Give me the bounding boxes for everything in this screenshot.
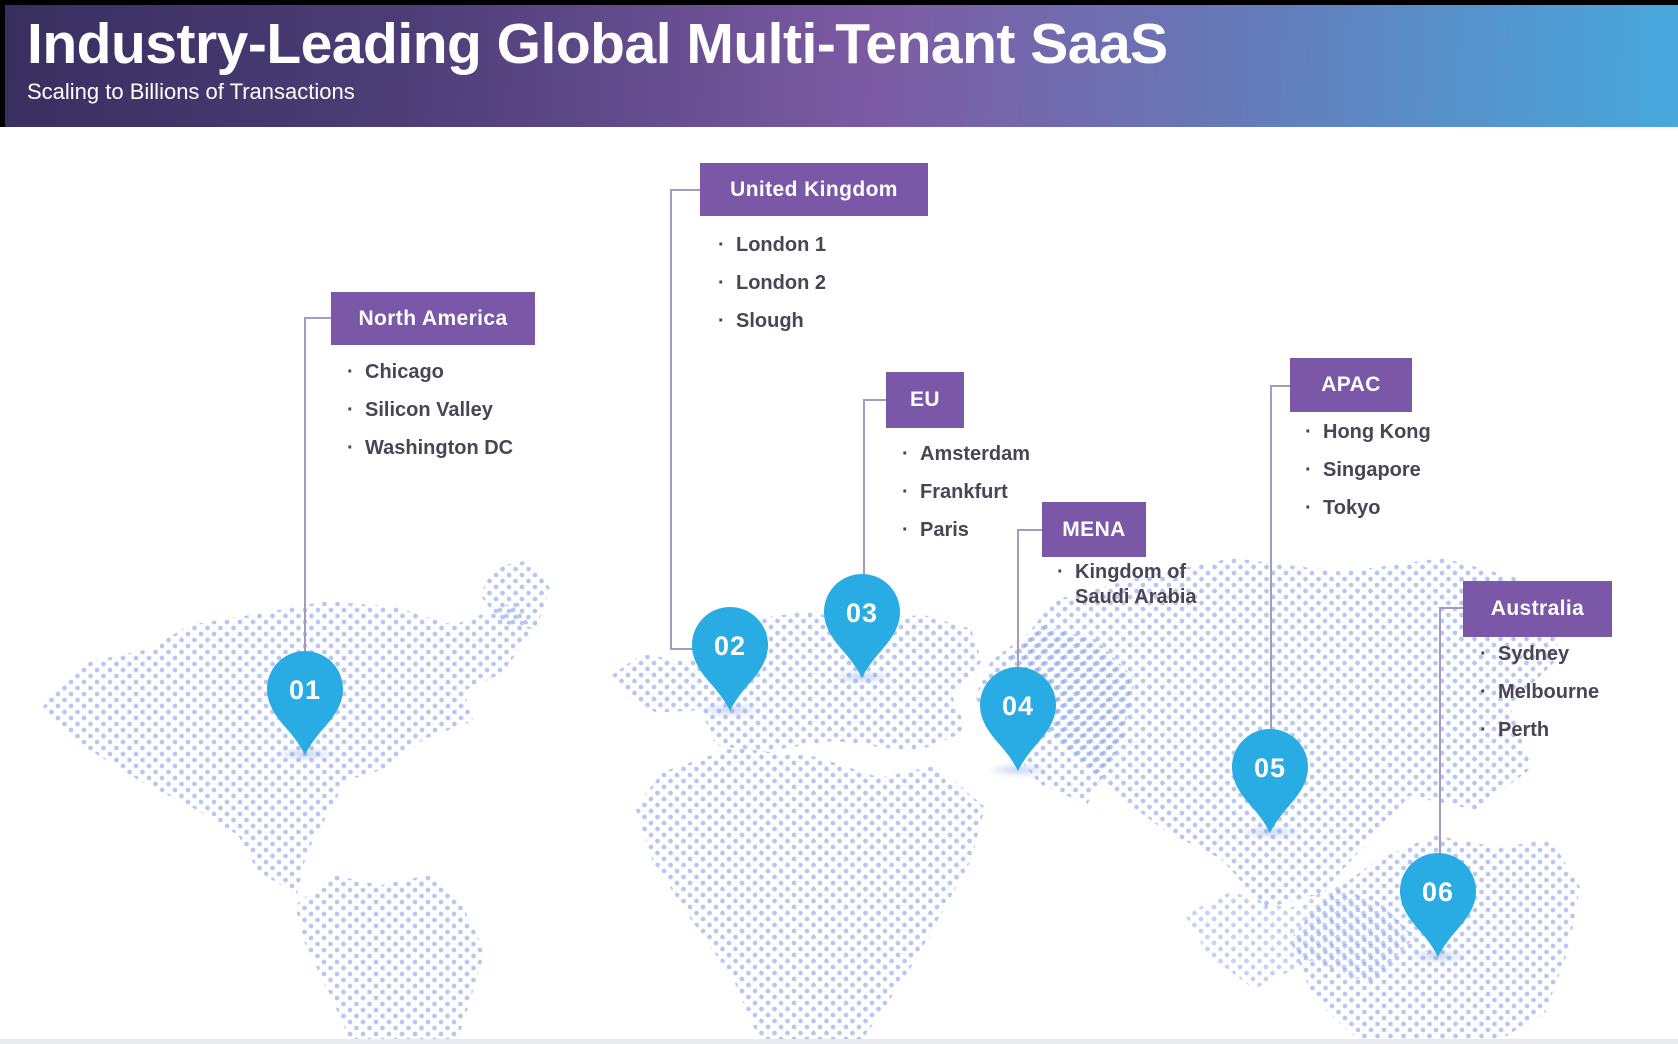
- location-pin-icon: 01: [265, 649, 345, 757]
- region-label-australia: Australia: [1463, 581, 1612, 637]
- connector-line: [1270, 385, 1272, 735]
- city-item: Hong Kong: [1305, 420, 1431, 445]
- connector-line: [1017, 529, 1044, 531]
- region-label-north-america: North America: [331, 292, 535, 345]
- location-pin-icon: 05: [1230, 727, 1310, 835]
- location-pin-icon: 04: [978, 665, 1058, 773]
- city-list-eu: Amsterdam Frankfurt Paris: [902, 442, 1030, 556]
- city-item: Silicon Valley: [347, 398, 513, 423]
- pin-number: 04: [1001, 691, 1035, 721]
- city-item: Perth: [1480, 718, 1599, 743]
- map-continent-europe: [612, 612, 982, 752]
- city-item: Paris: [902, 518, 1030, 543]
- location-pin-icon: 06: [1398, 851, 1478, 959]
- region-label-united-kingdom: United Kingdom: [700, 163, 928, 216]
- pin-number: 01: [288, 675, 322, 705]
- map-continent-africa: [635, 748, 985, 1044]
- city-item: Slough: [718, 309, 826, 334]
- connector-line: [1439, 607, 1441, 857]
- location-pin-icon: 03: [822, 572, 902, 680]
- connector-line: [670, 189, 672, 650]
- city-item: Frankfurt: [902, 480, 1030, 505]
- slide-header: Industry-Leading Global Multi-Tenant Saa…: [0, 0, 1678, 127]
- connector-line: [304, 317, 306, 655]
- connector-line: [1270, 385, 1292, 387]
- pin-number: 03: [845, 598, 879, 628]
- page-title: Industry-Leading Global Multi-Tenant Saa…: [27, 12, 1168, 76]
- city-item: Singapore: [1305, 458, 1431, 483]
- city-item: Tokyo: [1305, 496, 1431, 521]
- city-item: Amsterdam: [902, 442, 1030, 467]
- city-item: Washington DC: [347, 436, 513, 461]
- slide-bottom-edge: [0, 1039, 1678, 1044]
- city-item: Chicago: [347, 360, 513, 385]
- connector-line: [670, 648, 694, 650]
- connector-line: [1017, 529, 1019, 677]
- pin-number: 05: [1253, 753, 1287, 783]
- connector-line: [670, 189, 702, 191]
- region-label-apac: APAC: [1290, 358, 1412, 412]
- connector-line: [1440, 607, 1465, 609]
- city-item: London 2: [718, 271, 826, 296]
- map-continent-south-america: [295, 875, 485, 1044]
- city-item: London 1: [718, 233, 826, 258]
- city-list-apac: Hong Kong Singapore Tokyo: [1305, 420, 1431, 534]
- connector-line: [863, 399, 865, 584]
- connector-line: [305, 317, 333, 319]
- location-pin-icon: 02: [690, 605, 770, 713]
- city-item: Sydney: [1480, 642, 1599, 667]
- city-item: Kingdom of Saudi Arabia: [1057, 560, 1245, 610]
- pin-number: 02: [713, 631, 747, 661]
- page-subtitle: Scaling to Billions of Transactions: [27, 79, 355, 104]
- region-label-mena: MENA: [1042, 502, 1146, 557]
- connector-line: [863, 399, 888, 401]
- city-list-mena: Kingdom of Saudi Arabia: [1057, 560, 1245, 623]
- region-label-eu: EU: [886, 372, 964, 428]
- city-list-australia: Sydney Melbourne Perth: [1480, 642, 1599, 756]
- pin-number: 06: [1421, 877, 1455, 907]
- city-item: Melbourne: [1480, 680, 1599, 705]
- city-list-north-america: Chicago Silicon Valley Washington DC: [347, 360, 513, 474]
- city-list-united-kingdom: London 1 London 2 Slough: [718, 233, 826, 347]
